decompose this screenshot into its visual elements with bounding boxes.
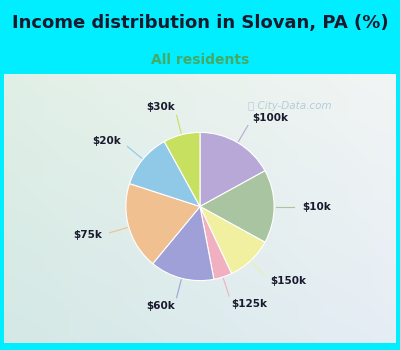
Text: $30k: $30k xyxy=(146,103,174,112)
Wedge shape xyxy=(200,206,265,274)
Wedge shape xyxy=(126,184,200,264)
Wedge shape xyxy=(200,171,274,242)
Wedge shape xyxy=(164,132,200,206)
Text: $10k: $10k xyxy=(302,202,331,211)
Text: Income distribution in Slovan, PA (%): Income distribution in Slovan, PA (%) xyxy=(12,14,388,32)
Wedge shape xyxy=(200,206,232,279)
Text: $20k: $20k xyxy=(92,136,121,146)
Wedge shape xyxy=(130,141,200,206)
Text: $150k: $150k xyxy=(270,276,306,286)
Text: $60k: $60k xyxy=(146,301,174,310)
Text: ⓘ City-Data.com: ⓘ City-Data.com xyxy=(248,101,332,111)
Text: All residents: All residents xyxy=(151,53,249,67)
Wedge shape xyxy=(153,206,214,281)
Text: $75k: $75k xyxy=(73,230,102,240)
Text: $125k: $125k xyxy=(232,299,268,309)
Wedge shape xyxy=(200,132,265,206)
Text: $100k: $100k xyxy=(252,113,288,124)
